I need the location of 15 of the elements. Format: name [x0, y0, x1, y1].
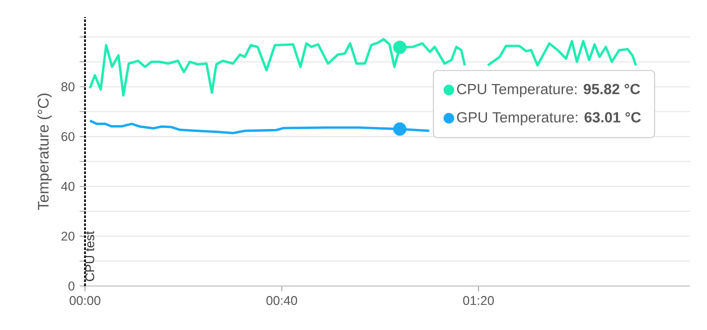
y-tick-label: 40 — [61, 182, 74, 191]
legend-label: GPU Temperature — [457, 112, 574, 126]
line-series — [88, 119, 431, 134]
x-tick-label: 01:20 — [463, 296, 494, 306]
y-tick-label: 20 — [62, 232, 74, 241]
legend-label: CPU Temperature — [457, 84, 574, 98]
y-axis-title: Temperature (°C) — [37, 94, 52, 210]
annotation: : 95.82 °C — [575, 84, 640, 94]
y-tick-label: 60 — [62, 132, 74, 142]
y-tick-label: 0 — [68, 282, 74, 290]
annotation: : 63.01 °C — [576, 112, 641, 123]
ref-line-label: CPU test — [85, 231, 94, 282]
x-tick-label: 00:00 — [70, 296, 100, 306]
y-tick-label: 80 — [61, 82, 74, 92]
x-tick-label: 00:40 — [266, 296, 298, 306]
